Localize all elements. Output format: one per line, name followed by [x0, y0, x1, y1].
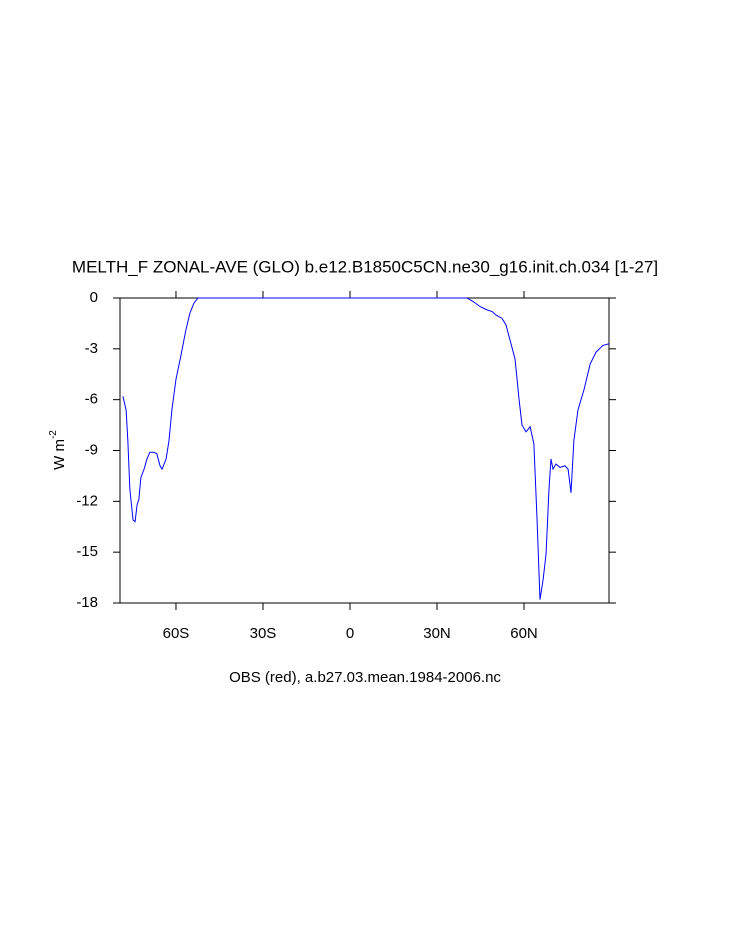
y-axis-label-text: W m: [51, 439, 68, 470]
y-axis-label-group: W m-2: [48, 430, 68, 470]
x-tick-label: 0: [346, 625, 354, 642]
y-tick-label: -15: [76, 543, 98, 560]
y-tick-label: -3: [85, 340, 98, 357]
y-tick-label: -9: [85, 441, 98, 458]
data-line: [122, 297, 610, 600]
y-tick-label: -12: [76, 492, 98, 509]
x-tick-label: 30S: [250, 625, 277, 642]
x-tick-label: 60N: [510, 625, 538, 642]
x-axis-label: OBS (red), a.b27.03.mean.1984-2006.nc: [229, 669, 501, 686]
y-tick-label: -18: [76, 594, 98, 611]
x-tick-label: 60S: [163, 625, 190, 642]
x-tick-label: 30N: [423, 625, 451, 642]
chart-title: MELTH_F ZONAL-AVE (GLO) b.e12.B1850C5CN.…: [72, 257, 658, 276]
y-axis-label-sup: -2: [48, 430, 59, 439]
y-axis-label: W m-2: [48, 430, 68, 470]
plot-frame: [119, 297, 610, 604]
y-tick-label: 0: [90, 289, 98, 306]
y-tick-label: -6: [85, 391, 98, 408]
